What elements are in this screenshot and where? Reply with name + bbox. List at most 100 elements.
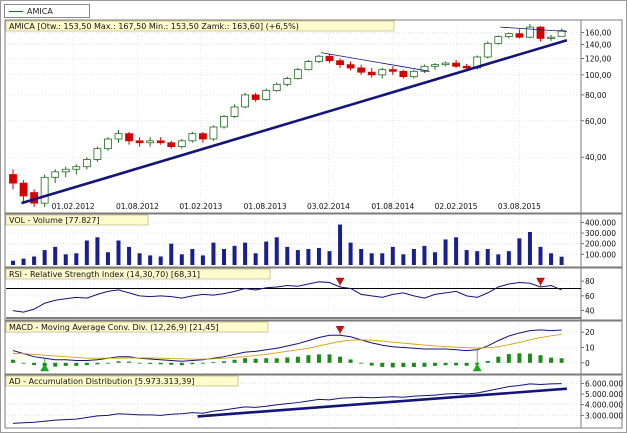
x-tick-label: 01.08.2012 [116,202,159,211]
volume-bar [454,237,459,265]
histogram-bar [264,358,269,363]
candle [114,133,123,140]
volume-bar [443,239,448,265]
volume-bar [74,253,79,265]
candle [441,62,450,66]
volume-bar [11,260,15,265]
volume-bar [42,250,47,265]
y-tick-label: 120,00 [585,54,611,63]
volume-bar [285,246,290,265]
histogram-bar [454,362,459,366]
histogram-bar [517,353,522,363]
histogram-bar [253,358,258,363]
histogram-bar [211,362,216,363]
volume-bar [338,224,343,265]
candle [431,64,439,67]
volume-bar [306,249,311,265]
candle [399,70,408,78]
candle [230,106,239,117]
legend-label: AMICA [27,6,53,16]
candle [336,60,344,66]
candle [420,65,429,72]
panel-title-box [5,268,271,280]
candle [283,78,292,85]
panel-2: 40 60 80 RSI - Relative Strength Index (14,… [4,267,623,321]
candle [220,115,228,128]
histogram-bar [559,358,564,363]
volume-bar [95,237,100,265]
histogram-bar [95,362,100,365]
histogram-bar [306,355,311,363]
candle [82,159,91,168]
candle [198,133,207,140]
y-tick-label: 20 [585,328,595,337]
histogram-bar [232,359,237,363]
histogram-bar [84,362,89,366]
candle [367,71,376,76]
volume-bar [559,256,564,265]
y-tick-label: 60 [585,292,595,301]
volume-bar [190,249,195,265]
volume-bar [243,242,248,265]
histogram-bar [222,361,226,363]
histogram-bar [369,362,374,366]
histogram-bar [549,357,554,363]
candle [357,67,366,73]
histogram-bar [464,362,469,366]
volume-bar [475,251,480,265]
signal-marker-down [536,277,545,286]
x-tick-label: 03.08.2015 [498,202,541,211]
volume-bar [538,246,543,265]
candle [51,171,60,178]
histogram-bar [179,362,184,366]
panel-0: 40,00 60,00 80,00 100,00 120,00 140,00 160,00 A… [4,19,623,214]
y-tick-label: 6.000.000 [585,379,623,388]
candle [378,69,387,76]
histogram-bar [169,362,174,365]
candle [251,94,260,100]
volume-bar [253,253,258,265]
x-tick-label: 01.02.2013 [179,202,222,211]
candle [72,166,81,170]
candle [515,33,524,38]
x-tick-label: 01.02.2012 [52,202,95,211]
signal-marker-up [40,363,49,372]
candle [462,65,471,69]
signal-marker-up [472,363,482,372]
candle [315,55,323,62]
volume-bar [390,246,395,265]
volume-bar [264,241,269,265]
y-tick-label: 40,00 [585,153,607,162]
panel-title: AMICA [Otw.: 153,50 Max.: 167,50 Min.: 1… [5,20,395,32]
histogram-bar [105,362,110,364]
signal-marker-down [335,277,345,286]
candle [177,140,186,148]
series-line [12,329,562,362]
histogram-bar [295,356,300,363]
histogram-bar [63,362,68,366]
trendline [21,38,568,205]
y-tick-label: 300.000 [585,229,616,238]
histogram-bar [485,360,490,363]
candle [241,94,250,108]
legend-box: AMICA [4,4,90,18]
panel-title-text: MACD - Moving Average Conv. Div. (12,26,… [9,323,219,332]
volume-bar [517,238,522,265]
x-tick-label: 02.02.2015 [435,202,478,211]
histogram-bar [74,362,79,366]
candle [135,140,144,144]
y-tick-label: 60,00 [585,117,607,126]
candle [167,142,176,148]
panel-title-box [5,214,149,226]
histogram-bar [527,353,532,363]
volume-bar [105,252,110,265]
histogram-bar [274,358,279,363]
volume-bar [200,255,205,265]
volume-bar [485,249,490,265]
histogram-bar [433,362,437,366]
panel-3: 0 10 20 MACD - Moving Average Conv. Div. (1… [4,320,623,375]
volume-bar [422,245,427,265]
volume-bar [295,250,300,265]
y-tick-label: 80 [585,277,595,286]
